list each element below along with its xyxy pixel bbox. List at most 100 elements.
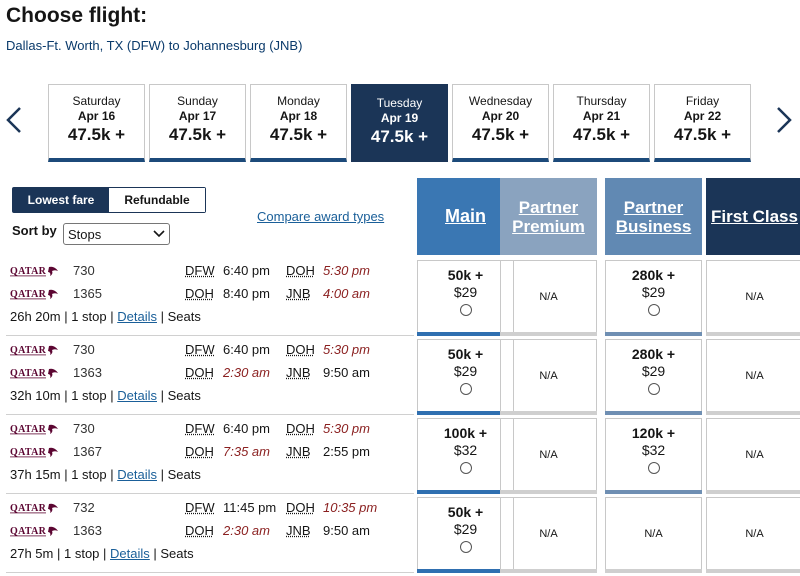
separator: |	[107, 388, 118, 403]
compare-award-types-link[interactable]: Compare award types	[257, 209, 384, 224]
svg-text:QATAR: QATAR	[10, 266, 47, 277]
date-day-of-week: Wednesday	[453, 94, 548, 108]
qatar-airways-logo-icon: QATAR	[10, 501, 60, 515]
fare-cell-first-class: N/A	[706, 497, 800, 573]
date-lowest-price: 47.5k +	[655, 125, 750, 145]
chevron-right-icon	[770, 100, 796, 140]
fare-cell-bar	[500, 411, 597, 415]
flight-segment: QATAR 732 DFW 11:45 pm DOH 10:35 pm	[10, 499, 410, 517]
qatar-airways-logo-icon: QATAR	[10, 287, 60, 301]
cabin-header-first-class[interactable]: First Class	[706, 178, 800, 255]
arrival-time: 9:50 am	[323, 523, 370, 538]
flight-segment: QATAR 730 DFW 6:40 pm DOH 5:30 pm	[10, 420, 410, 438]
fare-cell-bar	[500, 569, 597, 573]
date-card-thursday[interactable]: Thursday Apr 21 47.5k +	[553, 84, 650, 162]
fare-cell-partner-business[interactable]: 280k + $29	[605, 339, 702, 415]
cabin-header-partner-business[interactable]: Partner Business	[605, 178, 702, 255]
fare-select-radio[interactable]	[648, 383, 660, 395]
departure-time: 7:35 am	[223, 444, 270, 459]
fare-cell-bar	[605, 411, 702, 415]
destination-airport: JNB	[286, 286, 311, 301]
seats-link[interactable]: Seats	[168, 309, 201, 324]
svg-text:QATAR: QATAR	[10, 345, 47, 356]
flight-number: 732	[73, 500, 95, 515]
details-link[interactable]: Details	[110, 546, 150, 561]
seats-link[interactable]: Seats	[168, 467, 201, 482]
flight-row: QATAR 730 DFW 6:40 pm DOH 5:30 pm QATAR 1367 DOH…	[0, 416, 800, 496]
arrival-time: 5:30 pm	[323, 263, 370, 278]
fare-taxes: $29	[418, 363, 513, 379]
fare-select-radio[interactable]	[460, 541, 472, 553]
fare-taxes: $29	[606, 363, 701, 379]
previous-dates-button[interactable]	[2, 100, 28, 140]
separator: |	[107, 467, 118, 482]
fare-cell-partner-business[interactable]: 120k + $32	[605, 418, 702, 494]
refundable-tab[interactable]: Refundable	[109, 188, 205, 212]
details-link[interactable]: Details	[117, 309, 157, 324]
arrival-time: 9:50 am	[323, 365, 370, 380]
fare-not-available: N/A	[501, 528, 596, 540]
seats-link[interactable]: Seats	[168, 388, 201, 403]
arrival-time: 10:35 pm	[323, 500, 377, 515]
fare-cell-bar	[605, 332, 702, 336]
fare-cell-partner-business: N/A	[605, 497, 702, 573]
fare-select-radio[interactable]	[460, 462, 472, 474]
seats-link[interactable]: Seats	[160, 546, 193, 561]
qatar-airways-logo-icon: QATAR	[10, 343, 60, 357]
fare-select-radio[interactable]	[460, 304, 472, 316]
date-card-saturday[interactable]: Saturday Apr 16 47.5k +	[48, 84, 145, 162]
fare-points: 50k +	[418, 504, 513, 520]
chevron-left-icon	[2, 100, 28, 140]
fare-not-available: N/A	[707, 528, 800, 540]
separator: |	[150, 546, 161, 561]
fare-cell-bar	[605, 569, 702, 573]
flight-segment: QATAR 1363 DOH 2:30 am JNB 9:50 am	[10, 522, 410, 540]
destination-airport: DOH	[286, 421, 315, 436]
fare-select-radio[interactable]	[648, 462, 660, 474]
details-link[interactable]: Details	[117, 467, 157, 482]
date-month-day: Apr 20	[453, 109, 548, 123]
date-card-monday[interactable]: Monday Apr 18 47.5k +	[250, 84, 347, 162]
cabin-header-partner-premium[interactable]: Partner Premium	[500, 178, 597, 255]
lowest-fare-tab[interactable]: Lowest fare	[13, 188, 109, 212]
svg-text:QATAR: QATAR	[10, 526, 47, 537]
flight-summary: 37h 15m | 1 stop | Details | Seats	[10, 467, 201, 482]
fare-taxes: $29	[606, 284, 701, 300]
fare-points: 50k +	[418, 267, 513, 283]
departure-time: 6:40 pm	[223, 263, 270, 278]
date-month-day: Apr 18	[251, 109, 346, 123]
fare-cell-partner-premium: N/A	[500, 418, 597, 494]
date-card-tuesday[interactable]: Tuesday Apr 19 47.5k +	[351, 84, 448, 162]
flight-duration: 32h 10m	[10, 388, 61, 403]
date-day-of-week: Friday	[655, 94, 750, 108]
qatar-airways-logo-icon: QATAR	[10, 366, 60, 380]
fare-cell-partner-business[interactable]: 280k + $29	[605, 260, 702, 336]
sort-by-value: Stops	[68, 227, 101, 242]
sort-by-select[interactable]: Stops	[63, 223, 170, 245]
fare-type-toggle: Lowest fare Refundable	[12, 187, 206, 213]
qatar-airways-logo-icon: QATAR	[10, 445, 60, 459]
arrival-time: 2:55 pm	[323, 444, 370, 459]
flight-row: QATAR 730 DFW 6:40 pm DOH 5:30 pm QATAR 1365 DOH…	[0, 258, 800, 338]
date-month-day: Apr 16	[49, 109, 144, 123]
next-dates-button[interactable]	[770, 100, 796, 140]
date-day-of-week: Sunday	[150, 94, 245, 108]
flight-number: 730	[73, 421, 95, 436]
details-link[interactable]: Details	[117, 388, 157, 403]
date-card-wednesday[interactable]: Wednesday Apr 20 47.5k +	[452, 84, 549, 162]
qatar-airways-logo-icon: QATAR	[10, 422, 60, 436]
date-day-of-week: Monday	[251, 94, 346, 108]
date-lowest-price: 47.5k +	[150, 125, 245, 145]
flight-number: 1365	[73, 286, 102, 301]
flight-summary: 32h 10m | 1 stop | Details | Seats	[10, 388, 201, 403]
date-selector: Saturday Apr 16 47.5k + Sunday Apr 17 47.5k +…	[48, 84, 770, 162]
fare-select-radio[interactable]	[648, 304, 660, 316]
date-card-sunday[interactable]: Sunday Apr 17 47.5k +	[149, 84, 246, 162]
origin-airport: DOH	[185, 444, 214, 459]
fare-select-radio[interactable]	[460, 383, 472, 395]
date-card-friday[interactable]: Friday Apr 22 47.5k +	[654, 84, 751, 162]
svg-text:QATAR: QATAR	[10, 368, 47, 379]
separator: |	[61, 309, 72, 324]
origin-airport: DOH	[185, 365, 214, 380]
flight-duration: 27h 5m	[10, 546, 53, 561]
